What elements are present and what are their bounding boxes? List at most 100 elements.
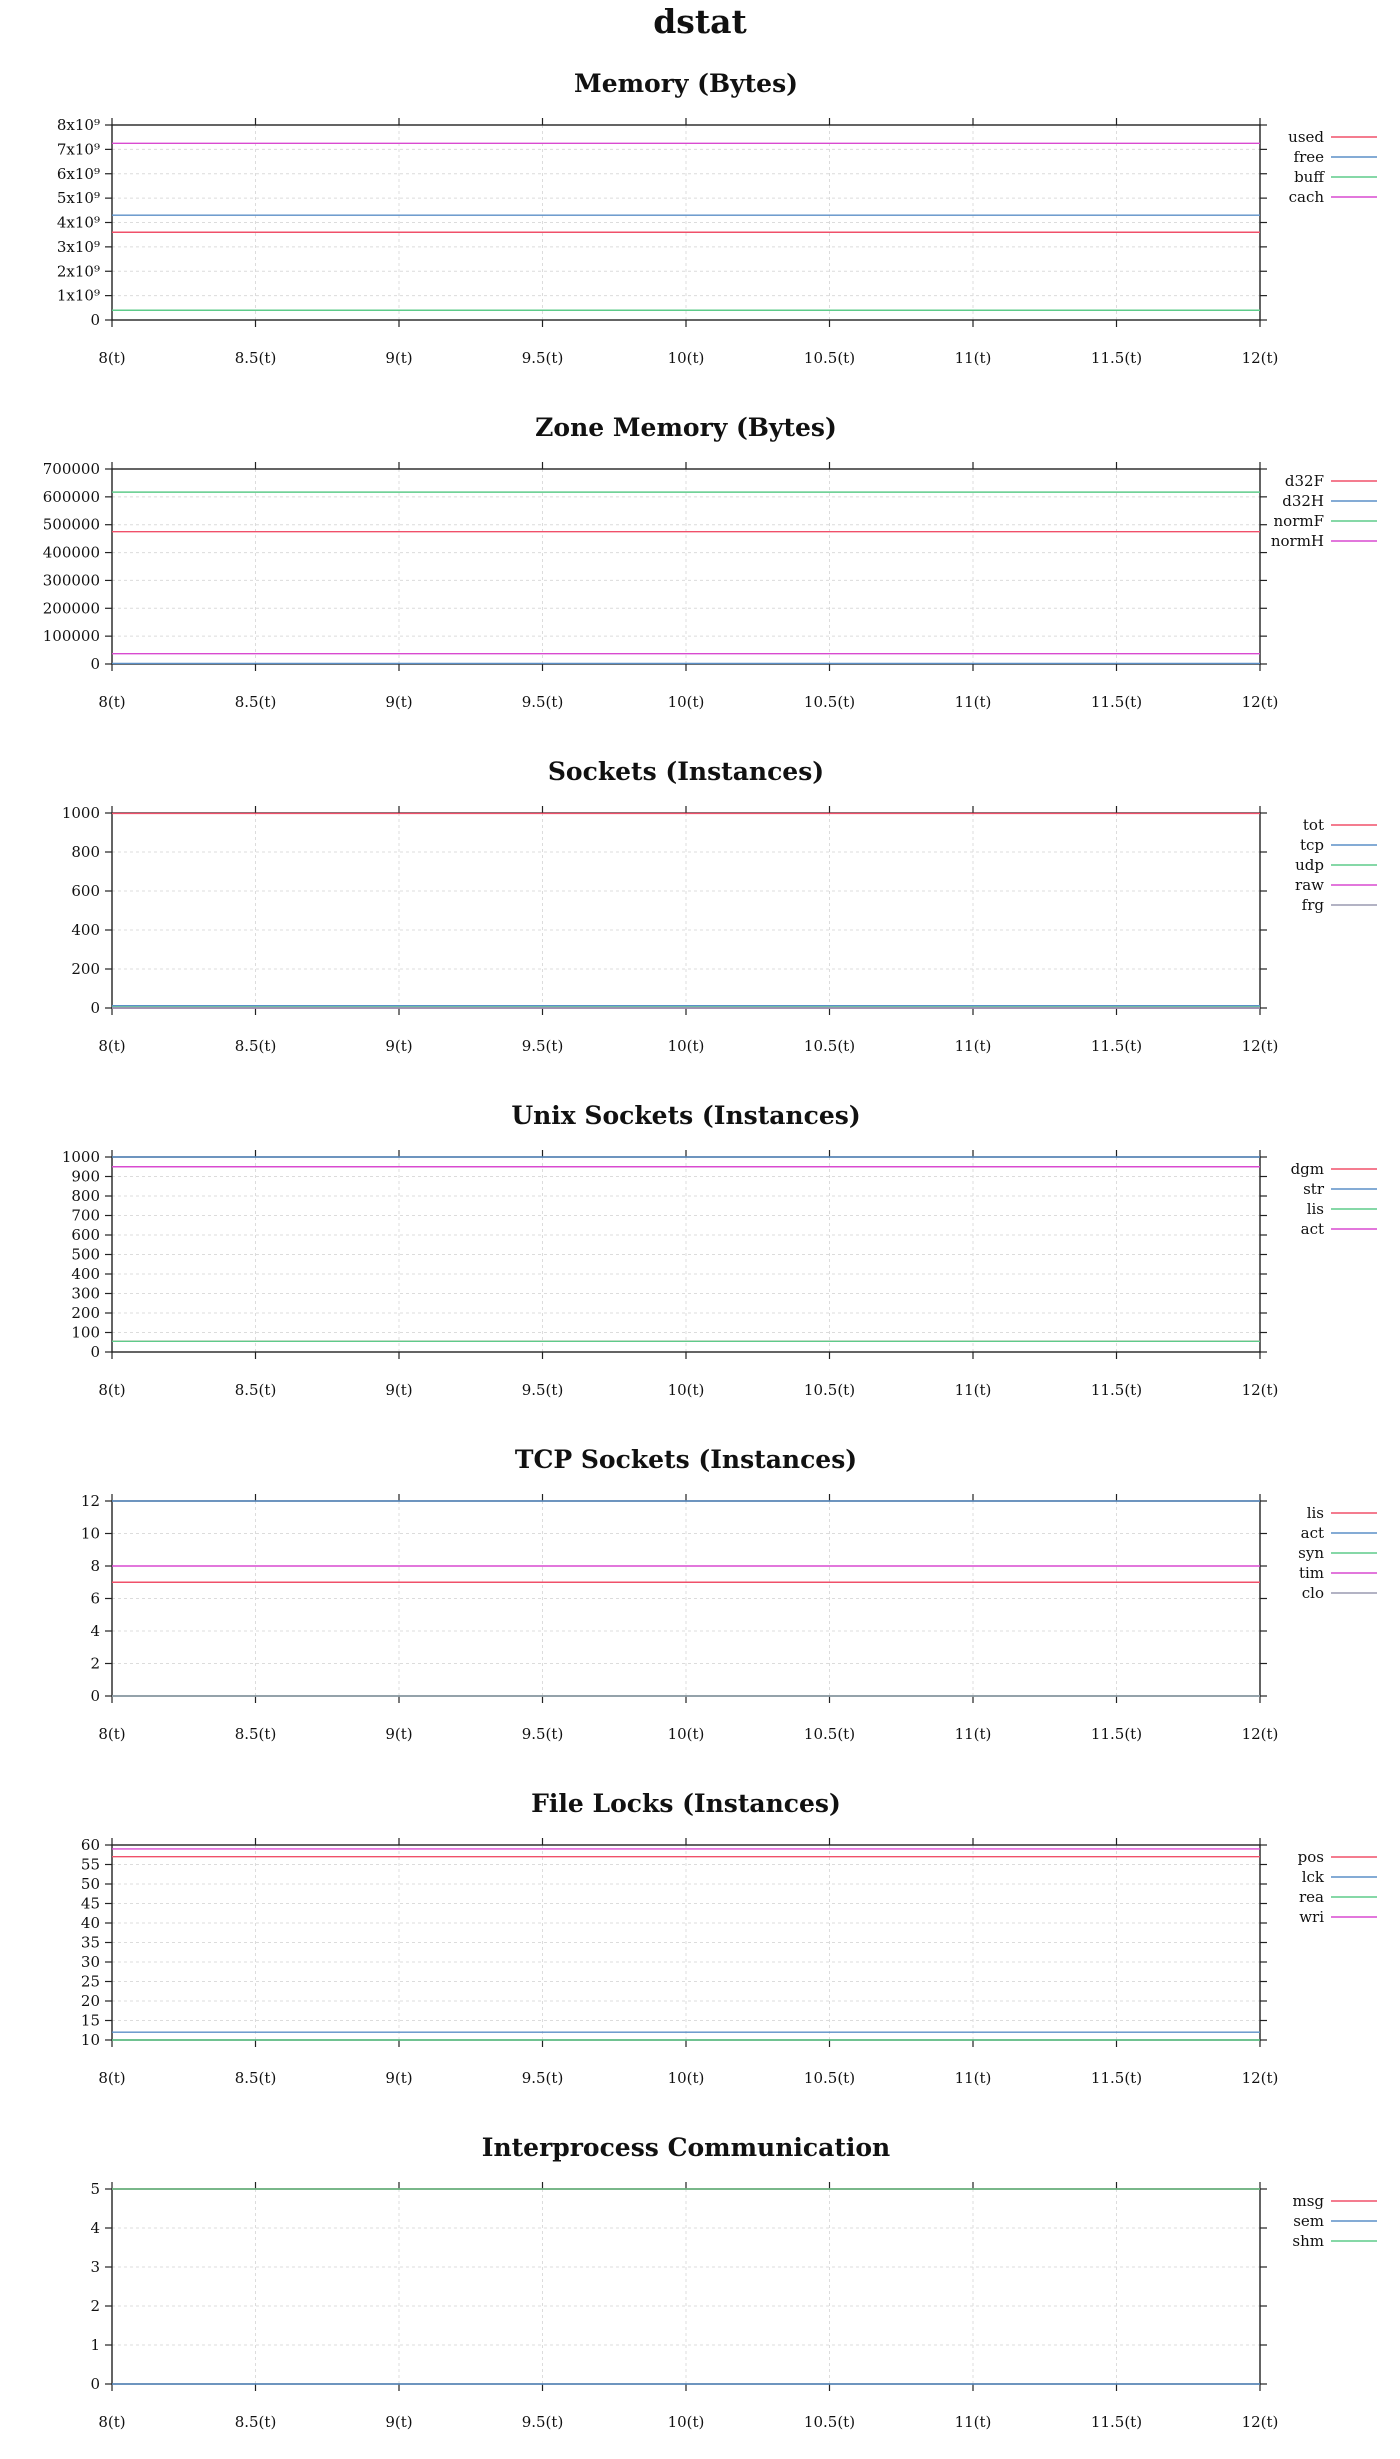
legend-label-normH: normH [1271, 532, 1324, 550]
x-tick-label: 12(t) [1242, 2413, 1279, 2431]
legend-label-udp: udp [1295, 856, 1324, 874]
chart-1: Memory (Bytes) 8(t) 8.5(t) 9(t) 9.5(t) 10(t) 1… [57, 69, 1377, 367]
x-tick-label: 11(t) [955, 1725, 992, 1743]
y-tick-label: 900 [71, 1168, 100, 1186]
y-tick-label: 800 [71, 843, 100, 861]
y-tick-label: 1 [90, 2336, 100, 2354]
y-tick-label: 8 [90, 1557, 100, 1575]
grid [111, 812, 1261, 1009]
y-tick-label: 400000 [43, 544, 100, 562]
x-tick-label: 8(t) [98, 2413, 125, 2431]
chart-title: Memory (Bytes) [574, 69, 798, 98]
x-tick-label: 11(t) [955, 1381, 992, 1399]
y-tick-label: 45 [81, 1895, 100, 1913]
grid [111, 1844, 1261, 2041]
x-tick-label: 8(t) [98, 1037, 125, 1055]
y-tick-label: 25 [81, 1973, 100, 1991]
y-tick-label: 3x10⁹ [57, 238, 100, 256]
legend-label-shm: shm [1292, 2232, 1324, 2250]
x-tick-label: 8(t) [98, 2069, 125, 2087]
y-tick-label: 2 [90, 1655, 100, 1673]
x-tick-label: 11.5(t) [1091, 2413, 1142, 2431]
y-tick-label: 6x10⁹ [57, 165, 100, 183]
chart-3: Sockets (Instances) 8(t) 8.5(t) 9(t) 9.5(t) 1… [62, 757, 1377, 1055]
x-tick-label: 9(t) [385, 693, 412, 711]
y-tick-label: 100 [71, 1324, 100, 1342]
y-tick-label: 1x10⁹ [57, 287, 100, 305]
y-tick-label: 300000 [43, 571, 100, 589]
x-tick-label: 9(t) [385, 1725, 412, 1743]
legend-label-buff: buff [1294, 168, 1325, 186]
y-tick-label: 500 [71, 1246, 100, 1264]
x-tick-label: 9.5(t) [522, 2069, 564, 2087]
y-tick-label: 300 [71, 1285, 100, 1303]
legend-label-dgm: dgm [1291, 1160, 1324, 1178]
y-tick-label: 4 [90, 1622, 100, 1640]
legend-label-wri: wri [1299, 1908, 1324, 1926]
page-title: dstat [653, 2, 747, 41]
y-tick-label: 800 [71, 1187, 100, 1205]
legend-label-tcp: tcp [1300, 836, 1324, 854]
x-tick-label: 9.5(t) [522, 2413, 564, 2431]
y-tick-label: 40 [81, 1914, 100, 1932]
y-tick-label: 600 [71, 882, 100, 900]
x-tick-label: 10(t) [668, 1725, 705, 1743]
y-tick-label: 400 [71, 1265, 100, 1283]
x-tick-label: 10(t) [668, 1381, 705, 1399]
x-tick-label: 11(t) [955, 349, 992, 367]
y-tick-label: 15 [81, 2012, 100, 2030]
y-tick-label: 0 [90, 1687, 100, 1705]
x-tick-label: 9(t) [385, 2069, 412, 2087]
y-tick-label: 700000 [43, 460, 100, 478]
x-tick-label: 10(t) [668, 1037, 705, 1055]
x-tick-label: 9.5(t) [522, 349, 564, 367]
x-tick-label: 11.5(t) [1091, 349, 1142, 367]
chart-6: File Locks (Instances) 8(t) 8.5(t) 9(t) 9.5(… [81, 1789, 1377, 2087]
y-tick-label: 20 [81, 1992, 100, 2010]
y-tick-label: 35 [81, 1934, 100, 1952]
x-tick-label: 8(t) [98, 1725, 125, 1743]
x-tick-label: 11(t) [955, 2413, 992, 2431]
y-tick-label: 2x10⁹ [57, 262, 100, 280]
chart-title: TCP Sockets (Instances) [515, 1445, 857, 1474]
y-tick-label: 5 [90, 2180, 100, 2198]
x-tick-label: 10.5(t) [804, 693, 855, 711]
legend-label-rea: rea [1299, 1888, 1324, 1906]
y-tick-label: 0 [90, 1343, 100, 1361]
legend-label-frg: frg [1302, 896, 1325, 914]
x-tick-label: 8.5(t) [235, 1381, 277, 1399]
chart-4: Unix Sockets (Instances) 8(t) 8.5(t) 9(t) 9.… [62, 1101, 1377, 1399]
x-tick-label: 9.5(t) [522, 1725, 564, 1743]
y-tick-label: 400 [71, 921, 100, 939]
x-tick-label: 10.5(t) [804, 1037, 855, 1055]
x-tick-label: 11.5(t) [1091, 693, 1142, 711]
grid [111, 2188, 1261, 2385]
x-tick-label: 9(t) [385, 2413, 412, 2431]
x-tick-label: 11.5(t) [1091, 2069, 1142, 2087]
y-tick-label: 4 [90, 2219, 100, 2237]
x-tick-label: 12(t) [1242, 693, 1279, 711]
x-tick-label: 12(t) [1242, 1725, 1279, 1743]
y-tick-label: 8x10⁹ [57, 116, 100, 134]
y-tick-label: 600000 [43, 488, 100, 506]
y-tick-label: 0 [90, 999, 100, 1017]
grid [111, 1156, 1261, 1353]
x-tick-label: 8.5(t) [235, 2069, 277, 2087]
y-tick-label: 500000 [43, 516, 100, 534]
legend-label-clo: clo [1302, 1584, 1324, 1602]
legend-label-raw: raw [1295, 876, 1324, 894]
legend-label-act: act [1301, 1220, 1324, 1238]
grid [111, 1500, 1261, 1697]
x-tick-label: 11(t) [955, 2069, 992, 2087]
x-tick-label: 10.5(t) [804, 2069, 855, 2087]
y-tick-label: 3 [90, 2258, 100, 2276]
y-tick-label: 0 [90, 655, 100, 673]
legend-label-tot: tot [1303, 816, 1324, 834]
x-tick-label: 9.5(t) [522, 1381, 564, 1399]
legend-label-tim: tim [1299, 1564, 1324, 1582]
x-tick-label: 8.5(t) [235, 349, 277, 367]
y-tick-label: 12 [81, 1492, 100, 1510]
legend-label-act: act [1301, 1524, 1324, 1542]
x-tick-label: 9.5(t) [522, 693, 564, 711]
x-tick-label: 11.5(t) [1091, 1725, 1142, 1743]
